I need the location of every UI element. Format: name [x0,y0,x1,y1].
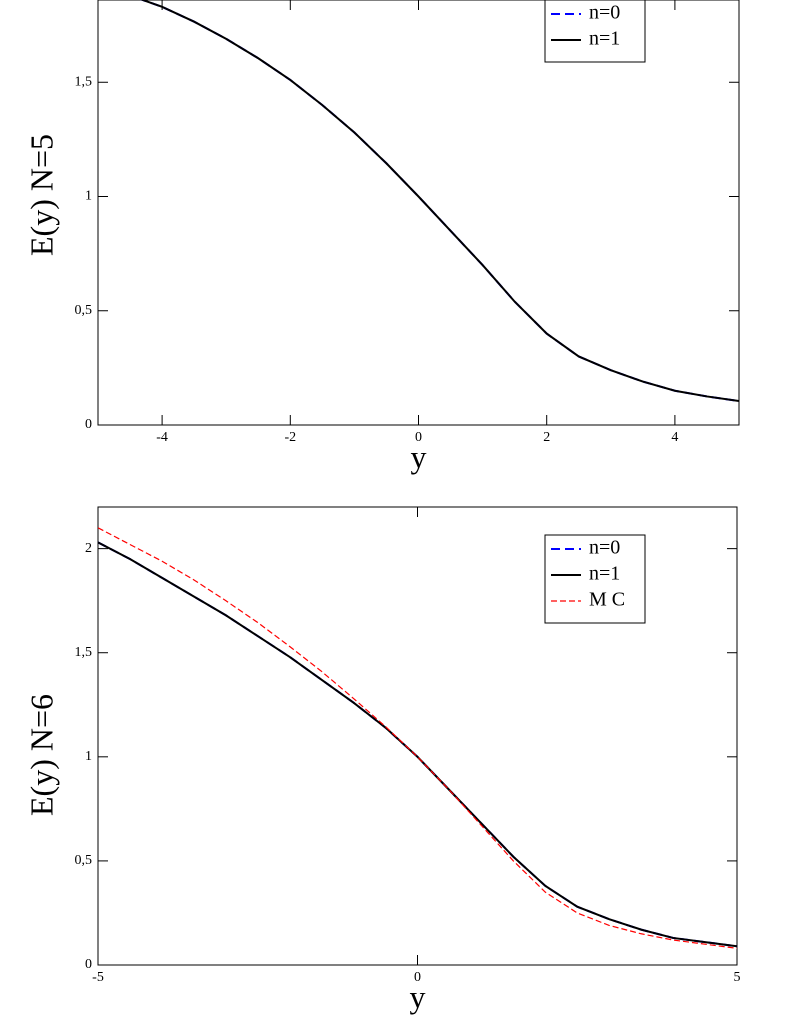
x-tick-label: -2 [284,430,296,445]
plot-area [139,0,739,402]
y-axis-label: E(y) N=6 [23,694,59,816]
legend-box [544,0,646,63]
y-axis-label: E(y) N=5 [23,134,59,256]
x-tick-label: -4 [156,430,168,445]
x-tick-label: 5 [734,970,741,985]
x-tick-label: 0 [415,430,422,445]
legend-label: n=0 [589,2,620,24]
legend-label: n=1 [589,563,620,585]
y-tick-label: 1,5 [75,645,93,660]
legend-label: n=1 [589,28,620,50]
legend-box [544,534,646,624]
line-series [139,0,739,402]
x-axis-label: y [410,978,426,1014]
y-tick-label: 0 [85,417,92,432]
y-tick-label: 1 [85,189,92,204]
line-series [98,541,737,948]
y-tick-label: 0,5 [75,303,93,318]
x-tick-label: 0 [414,970,421,985]
y-tick-label: 2 [85,541,92,556]
x-tick-label: 2 [543,430,550,445]
y-tick-label: 1 [85,749,92,764]
plot-area [98,527,737,949]
x-tick-label: 4 [671,430,678,445]
legend-label: n=0 [589,537,620,559]
y-tick-label: 0,5 [75,853,93,868]
y-tick-label: 0 [85,957,92,972]
legend-label: M C [589,589,625,611]
plot-frame [97,0,740,426]
x-tick-label: -5 [92,970,104,985]
y-tick-label: 1,5 [75,74,93,89]
line-series [98,527,737,949]
x-axis-label: y [411,438,427,474]
